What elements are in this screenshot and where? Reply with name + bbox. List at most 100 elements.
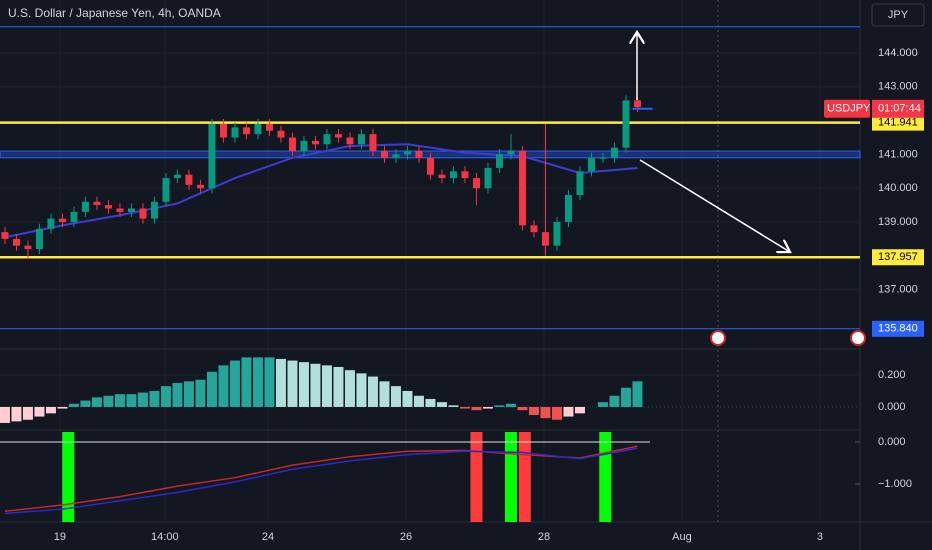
arrow-down: [639, 159, 790, 252]
candle-body: [622, 100, 630, 148]
histogram-bar: [160, 386, 171, 407]
candle-body: [438, 174, 446, 179]
candle-body: [70, 211, 78, 223]
histogram-bar: [448, 405, 459, 407]
y-tick-label: 139.000: [878, 216, 918, 228]
candle-body: [173, 174, 181, 179]
y-tick-label: 0.000: [878, 401, 906, 413]
candle-body: [242, 127, 250, 135]
candle-body: [369, 134, 377, 152]
histogram-bar: [57, 406, 68, 409]
histogram-bar: [218, 365, 229, 407]
histogram-bar: [310, 363, 321, 407]
candle-body: [415, 151, 423, 158]
candle-body: [47, 218, 55, 229]
symbol-tag: [824, 99, 870, 118]
candle-body: [426, 157, 434, 175]
histogram-bar: [609, 395, 620, 407]
candle-body: [288, 137, 296, 152]
signal-bar: [599, 432, 612, 522]
candle-body: [162, 178, 170, 202]
candle-body: [346, 137, 354, 145]
candle-body: [472, 178, 480, 189]
currency-button-label[interactable]: JPY: [888, 9, 909, 21]
y-tick-label: 0.200: [878, 369, 906, 381]
candle-body: [150, 201, 158, 219]
candle-body: [461, 171, 469, 179]
histogram-bar: [275, 358, 286, 407]
histogram-bar: [0, 406, 10, 423]
oscillator-line: [4, 447, 638, 515]
candle-body: [93, 201, 101, 206]
candle-body: [323, 134, 331, 145]
y-tick-label: 0.000: [878, 436, 906, 448]
histogram-bar: [252, 357, 263, 407]
candle-body: [518, 151, 526, 226]
signal-bar: [518, 432, 531, 522]
level-tag: [872, 320, 924, 337]
histogram-bar: [459, 406, 470, 409]
candle-body: [311, 140, 319, 145]
oscillator-line: [4, 445, 638, 513]
chart-title: U.S. Dollar / Japanese Yen, 4h, OANDA: [8, 6, 221, 20]
candle-body: [564, 194, 572, 223]
histogram-bar: [379, 381, 390, 407]
histogram-bar: [402, 390, 413, 407]
histogram-bar: [91, 397, 102, 407]
x-tick-label: 19: [54, 531, 66, 543]
histogram-bar: [390, 386, 401, 407]
y-tick-label: 143.000: [878, 81, 918, 93]
signal-bar: [504, 432, 517, 522]
histogram-bar: [172, 382, 183, 407]
histogram-bar: [183, 381, 194, 407]
candle-body: [277, 130, 285, 138]
event-flag[interactable]: [850, 330, 866, 346]
candle-body: [380, 151, 388, 158]
candle-body: [403, 151, 411, 155]
histogram-bar: [22, 406, 33, 420]
candle-body: [633, 100, 641, 108]
histogram-bar: [264, 357, 275, 407]
candle-body: [185, 174, 193, 185]
histogram-bar: [45, 406, 56, 414]
currency-button[interactable]: [871, 3, 925, 27]
candle-body: [35, 228, 43, 250]
histogram-bar: [298, 362, 309, 407]
histogram-bar: [356, 373, 367, 407]
x-tick-label: Aug: [672, 531, 692, 543]
histogram-bar: [540, 406, 551, 419]
candle-body: [219, 124, 227, 138]
histogram-bar: [149, 390, 160, 407]
histogram-bar: [34, 406, 45, 417]
histogram-bar: [206, 371, 217, 407]
candle-body: [254, 124, 262, 135]
candle-body: [587, 157, 595, 172]
x-tick-label: 3: [817, 531, 823, 543]
histogram-bar: [114, 394, 125, 407]
signal-bar: [470, 432, 483, 522]
candle-body: [208, 124, 216, 189]
histogram-bar: [632, 381, 643, 407]
candle-body: [541, 232, 549, 246]
event-flag[interactable]: [710, 330, 726, 346]
histogram-bar: [505, 403, 516, 407]
level-tag-label: 135.840: [878, 323, 918, 335]
histogram-bar: [494, 405, 505, 407]
candle-body: [599, 157, 607, 159]
histogram-bar: [229, 360, 240, 407]
candle-body: [127, 208, 135, 212]
histogram-bar: [137, 392, 148, 407]
histogram-bar: [528, 406, 539, 415]
histogram-bar: [574, 406, 585, 414]
candle-body: [495, 154, 503, 168]
candle-body: [334, 134, 342, 138]
histogram-bar: [126, 394, 137, 407]
histogram-bar: [68, 403, 79, 407]
histogram-bar: [103, 395, 114, 407]
candle-body: [231, 127, 239, 138]
x-tick-label: 14:00: [151, 531, 179, 543]
candle-body: [553, 222, 561, 246]
histogram-bar: [620, 387, 631, 407]
moving-average: [4, 143, 638, 239]
